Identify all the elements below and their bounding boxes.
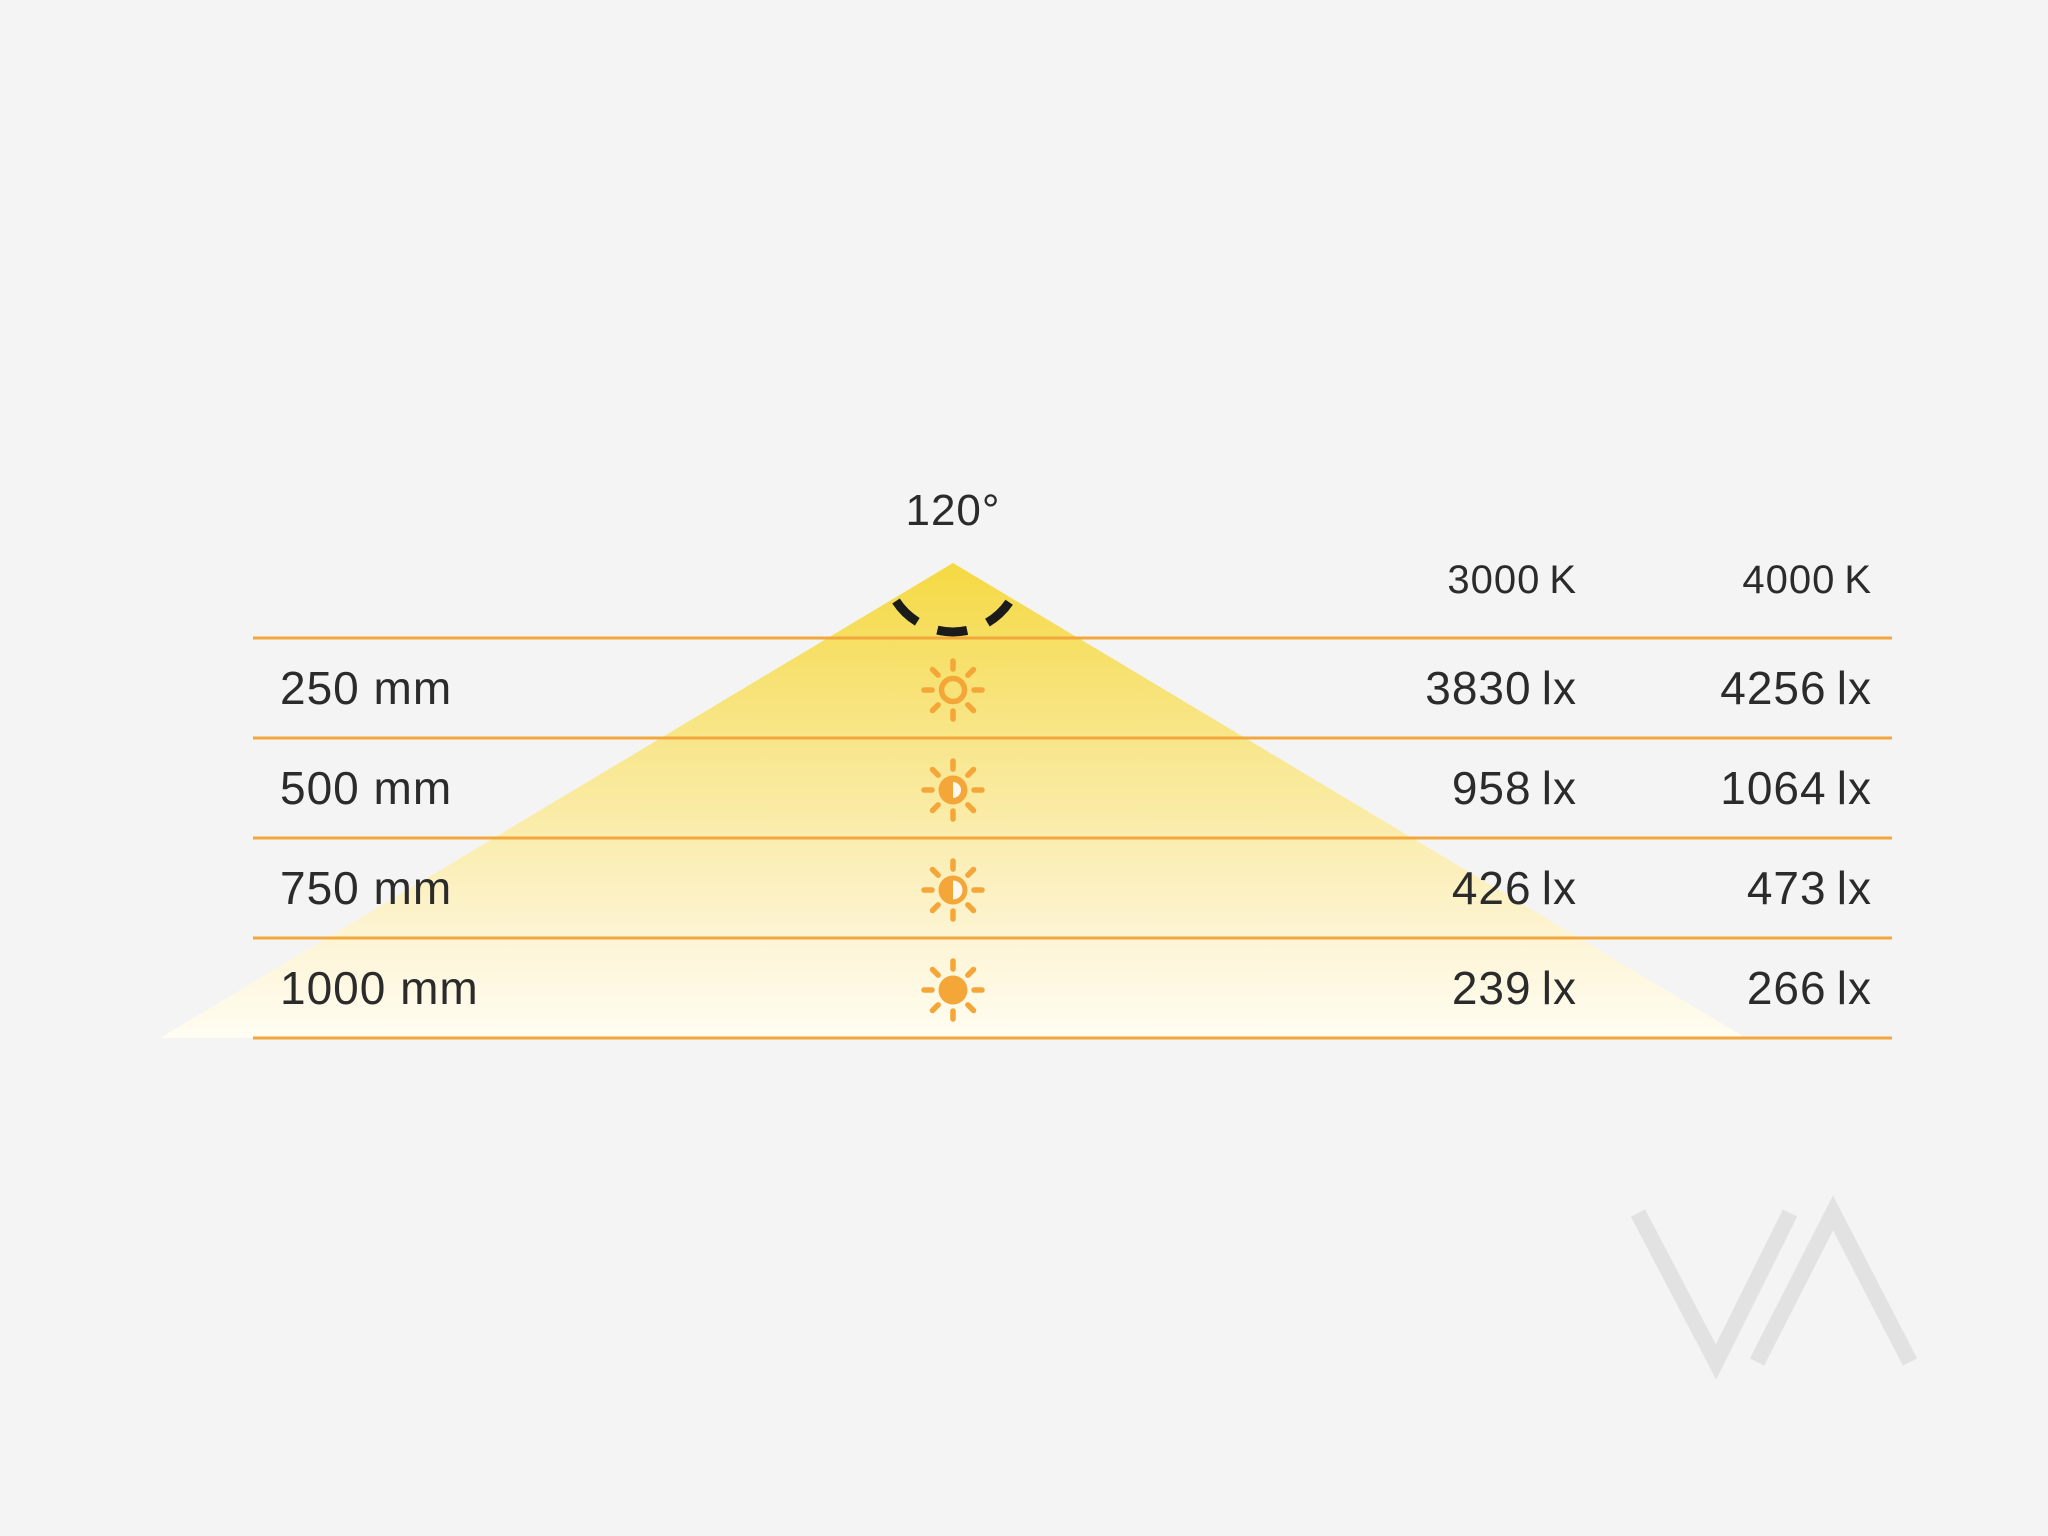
logo-v-glyph [1630,1209,1798,1380]
lux-value-4000k: 4256 lx [1720,662,1872,714]
lux-value-3000k: 426 lx [1451,862,1577,914]
brand-logo [1630,1195,1918,1380]
lux-value-4000k: 266 lx [1746,962,1872,1014]
sun-outline-icon [924,661,982,719]
sun-filled-icon [924,961,982,1019]
column-header-4000k: 4000 K [1742,558,1872,602]
distance-label: 750 mm [280,862,453,914]
sun-half-icon [924,861,982,919]
beam-angle-label: 120° [905,486,1001,535]
lux-value-4000k: 1064 lx [1720,762,1872,814]
table-row: 500 mm 958 lx 1064 lx [0,738,2048,838]
distance-label: 1000 mm [280,962,479,1014]
distance-label: 500 mm [280,762,453,814]
beam-angle-arc [892,598,1014,637]
lux-value-3000k: 239 lx [1451,962,1577,1014]
logo-a-glyph [1749,1195,1918,1366]
table-row: 250 mm 3830 lx 4256 lx [0,638,2048,738]
sun-half-icon [924,761,982,819]
distance-label: 250 mm [280,662,453,714]
lux-value-4000k: 473 lx [1746,862,1872,914]
lux-value-3000k: 3830 lx [1425,662,1577,714]
table-row: 750 mm 426 lx 473 lx [0,838,2048,938]
table-row: 1000 mm 239 lx 266 lx [0,938,2048,1038]
lux-value-3000k: 958 lx [1451,762,1577,814]
column-header-3000k: 3000 K [1447,558,1577,602]
table-rule-lines [253,636,1892,1040]
